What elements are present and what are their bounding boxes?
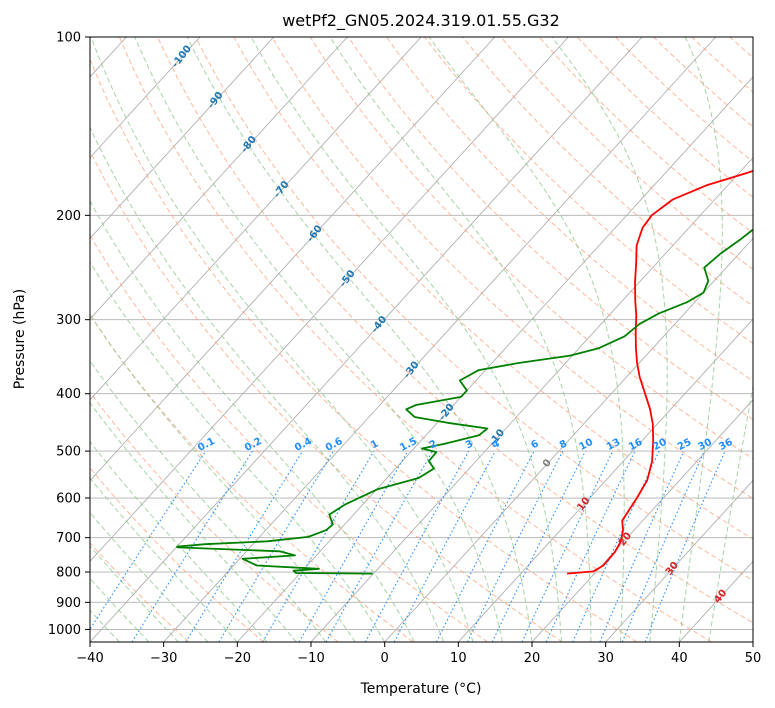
mixing-ratio-label: 6	[529, 438, 540, 451]
isotherm-line	[90, 37, 643, 642]
mixing-ratio-lines	[90, 450, 726, 642]
mixing-ratio-line	[621, 450, 705, 642]
isotherm-line	[458, 318, 753, 642]
moist-adiabat-line	[90, 440, 268, 642]
moist-adiabat-line	[329, 37, 592, 642]
y-tick-label: 600	[56, 492, 81, 507]
x-axis-ticks: −40 −30 −20 −10 0 10 20 30 40 50	[76, 642, 761, 666]
dry-adiabat-line	[90, 149, 563, 642]
y-tick-label: 700	[56, 531, 81, 546]
moist-adiabat-line	[428, 37, 625, 642]
x-tick-label: −40	[76, 651, 103, 666]
y-tick-label: 500	[56, 445, 81, 460]
mixing-ratio-line	[298, 450, 409, 642]
mixing-ratio-line	[644, 450, 726, 642]
isotherm-line	[605, 479, 753, 642]
dry-adiabat-line	[157, 37, 753, 624]
x-tick-label: −10	[297, 651, 324, 666]
isotherm-line	[90, 37, 496, 482]
mixing-ratio-label: 3	[464, 438, 475, 451]
moist-adiabat-line	[90, 477, 238, 642]
mixing-ratio-line	[131, 450, 254, 642]
dry-adiabat-line	[462, 37, 753, 307]
mixing-ratio-line	[572, 450, 660, 642]
x-axis-label: Temperature (°C)	[360, 681, 482, 697]
dry-adiabat-line	[90, 391, 339, 642]
moist-adiabat-line	[134, 37, 503, 642]
moist-adiabat-line	[90, 260, 386, 642]
dry-adiabat-line	[90, 467, 264, 642]
mixing-ratio-line	[185, 450, 304, 642]
isotherm-line	[90, 37, 348, 320]
dry-adiabat-line	[118, 37, 712, 642]
dry-adiabat-line	[615, 37, 753, 163]
sounding-profiles	[176, 170, 753, 575]
moist-adiabat-line	[90, 37, 474, 642]
x-tick-label: 50	[745, 651, 762, 666]
dry-adiabat-line	[90, 314, 414, 642]
y-axis-ticks: 100 200 300 400 500 600 700 800 900 1000	[48, 31, 90, 638]
plot-area	[90, 37, 753, 642]
mixing-ratio-label: 4	[491, 438, 502, 451]
x-tick-label: 0	[381, 651, 389, 666]
y-tick-label: 900	[56, 596, 81, 611]
dry-adiabat-line	[309, 37, 753, 460]
mixing-ratio-label: 8	[558, 438, 569, 451]
moist-adiabat-line	[551, 37, 668, 642]
y-axis-label: Pressure (hPa)	[12, 289, 28, 389]
chart-title: wetPf2_GN05.2024.319.01.55.G32	[282, 11, 560, 31]
moist-adiabat-line	[678, 37, 723, 642]
dry-adiabats	[90, 37, 753, 642]
mixing-ratio-line	[262, 450, 375, 642]
mixing-ratio-label: 1	[369, 438, 380, 451]
isotherm-line	[237, 76, 753, 642]
dry-adiabat-line	[576, 37, 753, 198]
mixing-ratio-label: 2	[428, 438, 439, 451]
mixing-ratio-line	[521, 450, 614, 642]
moist-adiabat-line	[90, 126, 445, 642]
y-tick-label: 400	[56, 387, 81, 402]
moist-adiabat-line	[90, 359, 327, 642]
x-tick-label: 20	[524, 651, 541, 666]
isotherm-line	[90, 37, 201, 159]
dry-adiabat-line	[386, 37, 753, 382]
x-tick-label: 30	[597, 651, 614, 666]
x-tick-label: −20	[224, 651, 251, 666]
y-tick-label: 1000	[48, 623, 81, 638]
isotherm-line	[90, 37, 422, 401]
pressure-grid	[90, 37, 753, 630]
temperature-line	[567, 170, 753, 575]
dry-adiabat-line	[90, 58, 638, 642]
mixing-ratio-line	[545, 450, 636, 642]
dry-adiabat-line	[233, 37, 753, 540]
x-tick-label: 10	[450, 651, 467, 666]
mixing-ratio-line	[325, 450, 433, 642]
isotherm-line	[90, 37, 569, 562]
y-tick-label: 200	[56, 209, 81, 224]
x-tick-label: −30	[150, 651, 177, 666]
moist-adiabat-line	[90, 511, 209, 642]
isotherm-line	[90, 37, 275, 240]
mixing-ratio-line	[491, 450, 586, 642]
x-tick-label: 40	[671, 651, 688, 666]
y-tick-label: 800	[56, 566, 81, 581]
dry-adiabat-line	[538, 37, 753, 234]
dewpoint-line	[176, 228, 753, 575]
y-tick-label: 100	[56, 31, 81, 46]
y-tick-label: 300	[56, 313, 81, 328]
dry-adiabat-line	[347, 37, 753, 421]
mixing-ratio-line	[218, 450, 334, 642]
dry-adiabat-line	[195, 37, 753, 582]
mixing-ratio-line	[364, 450, 470, 642]
isotherm-line	[384, 237, 753, 642]
plot-frame	[89, 36, 754, 643]
